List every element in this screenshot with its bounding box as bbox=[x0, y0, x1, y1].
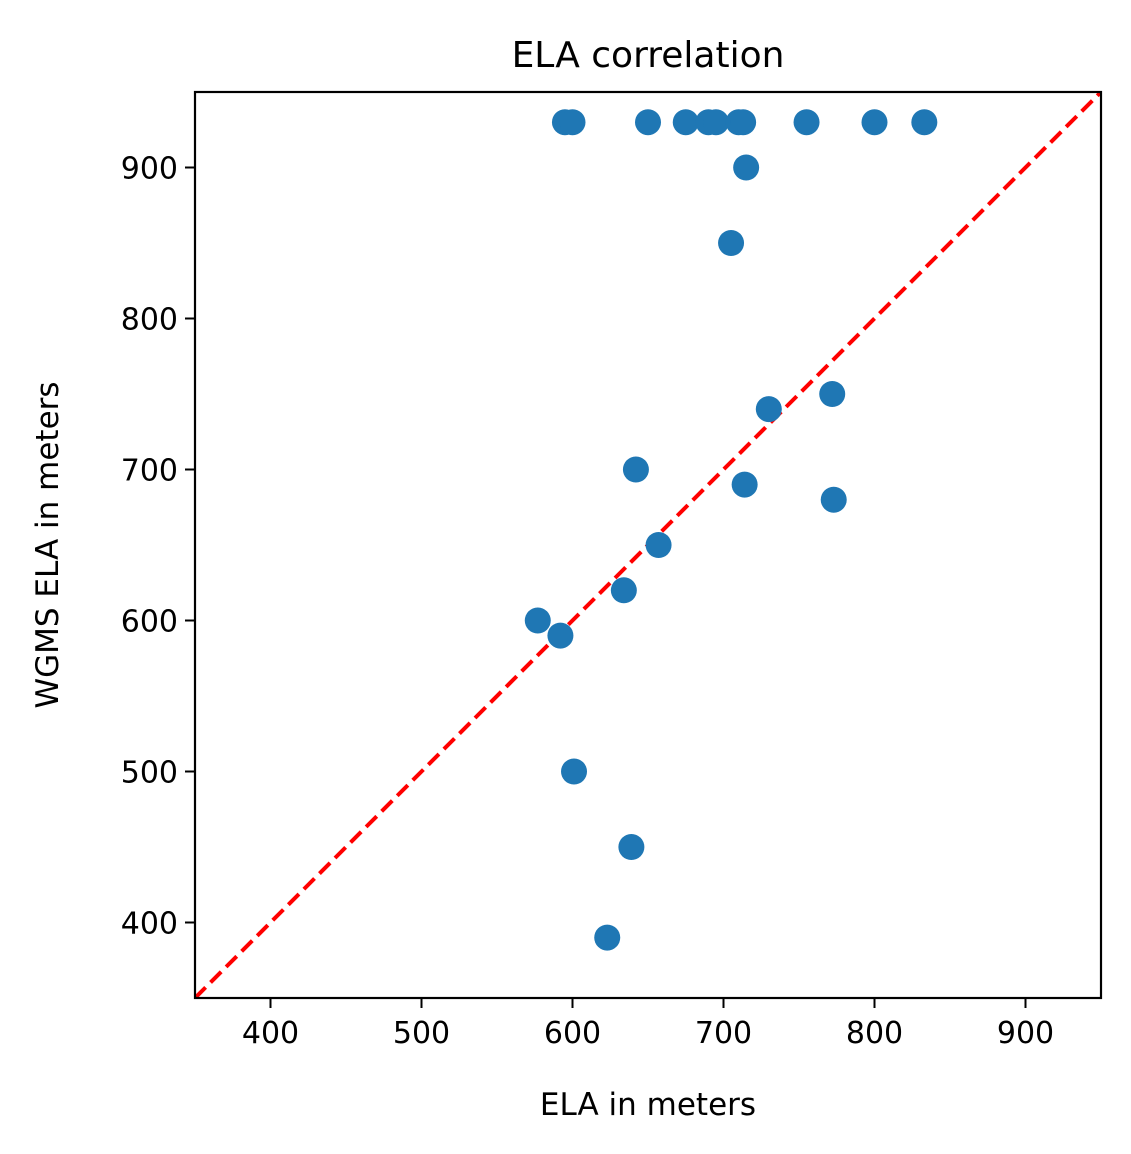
x-axis: 400 500 600 700 800 900 bbox=[242, 998, 1054, 1051]
data-point bbox=[731, 471, 758, 498]
data-point bbox=[622, 456, 649, 483]
data-point bbox=[645, 532, 672, 558]
data-point bbox=[594, 924, 621, 951]
x-tick-label: 900 bbox=[997, 1016, 1054, 1051]
data-point bbox=[820, 486, 847, 513]
y-tick-label: 400 bbox=[121, 907, 178, 942]
x-tick-label: 500 bbox=[393, 1016, 450, 1051]
data-point bbox=[618, 834, 645, 860]
data-point bbox=[610, 577, 637, 604]
y-tick-label: 800 bbox=[121, 303, 178, 338]
data-point bbox=[793, 109, 820, 136]
x-tick-label: 700 bbox=[695, 1016, 752, 1051]
data-point bbox=[911, 109, 938, 136]
data-point bbox=[730, 109, 757, 136]
data-point bbox=[561, 758, 588, 785]
y-axis-title: WGMS ELA in meters bbox=[30, 381, 66, 708]
data-point bbox=[755, 396, 782, 423]
x-tick-label: 600 bbox=[544, 1016, 601, 1051]
y-tick-label: 600 bbox=[121, 605, 178, 640]
data-point bbox=[524, 607, 551, 634]
plot-area bbox=[195, 92, 1101, 998]
data-point bbox=[672, 109, 699, 136]
y-tick-label: 700 bbox=[121, 454, 178, 489]
data-point bbox=[733, 154, 760, 181]
data-point bbox=[547, 622, 574, 649]
y-axis: 400 500 600 700 800 900 bbox=[121, 152, 195, 942]
data-point bbox=[819, 381, 846, 407]
x-tick-label: 800 bbox=[846, 1016, 903, 1051]
data-point bbox=[718, 230, 745, 256]
data-point bbox=[635, 109, 661, 136]
data-point bbox=[702, 109, 729, 136]
data-point bbox=[861, 109, 888, 136]
x-tick-label: 400 bbox=[242, 1016, 299, 1051]
plot-frame bbox=[193, 90, 1103, 1000]
y-tick-label: 900 bbox=[121, 152, 178, 187]
y-tick-label: 500 bbox=[121, 756, 178, 791]
data-point bbox=[559, 109, 586, 136]
chart-title: ELA correlation bbox=[512, 35, 785, 76]
x-axis-title: ELA in meters bbox=[540, 1087, 756, 1123]
